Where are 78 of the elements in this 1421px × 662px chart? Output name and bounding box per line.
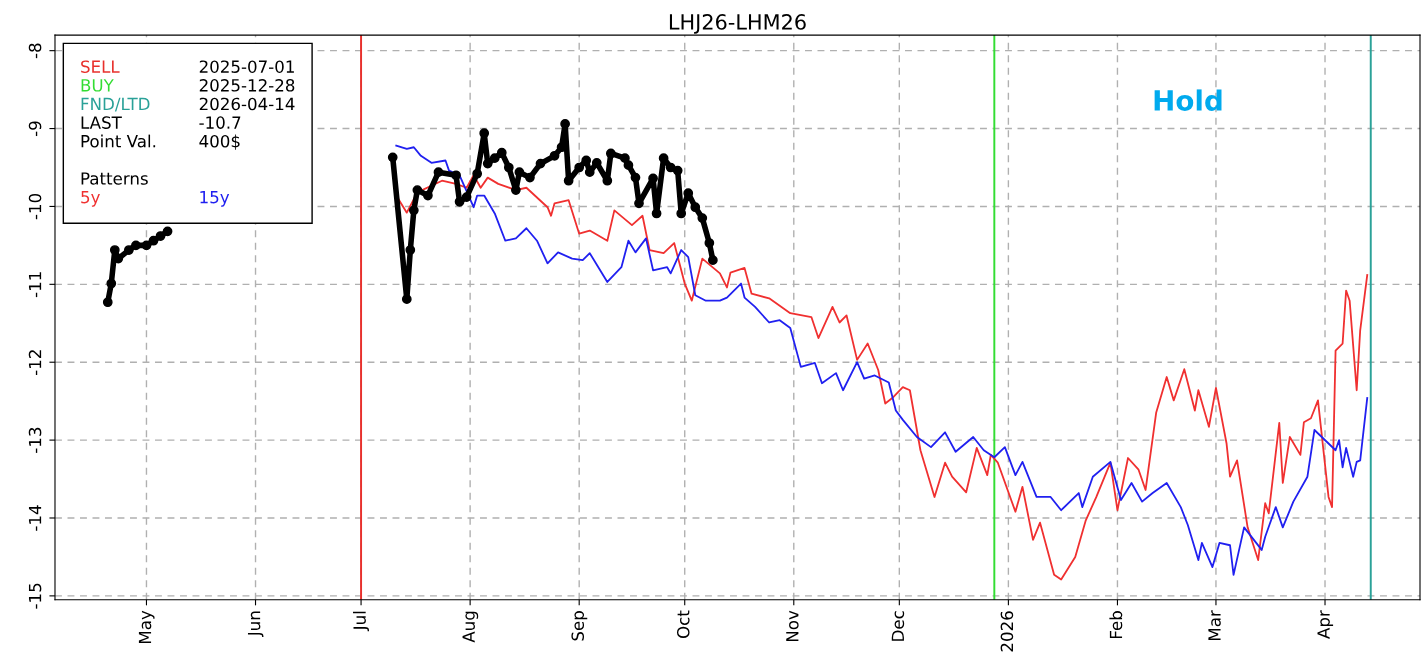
point: [605, 148, 616, 159]
annotation: 400$: [199, 134, 240, 150]
annotation: LAST: [81, 116, 122, 129]
point: [162, 226, 173, 237]
point: [472, 168, 483, 179]
point: [148, 235, 159, 246]
y-tick-label: -14: [28, 505, 42, 531]
annotation: 2026-04-14: [199, 97, 295, 111]
point: [620, 153, 630, 164]
text: 5y: [81, 191, 100, 207]
y-tick-label: -9: [28, 121, 42, 137]
point: [574, 162, 585, 173]
annotation: SELL: [81, 60, 120, 73]
point: [141, 240, 152, 251]
y-tick-label: -8: [28, 43, 42, 59]
point: [408, 205, 419, 216]
x-tick-label: Oct: [676, 610, 690, 639]
y-tick-label: -10: [28, 193, 42, 220]
point: [708, 255, 718, 266]
x-tick-label: Mar: [1208, 610, 1221, 640]
annotation: Patterns: [81, 172, 148, 185]
point: [489, 153, 500, 164]
point: [405, 245, 416, 255]
point: [109, 245, 120, 255]
point: [401, 294, 412, 304]
point: [535, 158, 546, 169]
annotation: 2025-07-01: [199, 60, 294, 73]
x-tick-label: Sep: [571, 611, 588, 641]
x-tick-label: Dec: [891, 611, 905, 641]
point: [131, 240, 141, 251]
y-tick-label: -13: [28, 427, 42, 453]
point: [676, 208, 687, 219]
annotation: -10.7: [199, 116, 241, 129]
x-tick-label: Jul: [353, 611, 369, 632]
point: [525, 172, 535, 183]
point: [697, 213, 708, 223]
point: [106, 278, 117, 289]
point: [482, 158, 493, 169]
point: [102, 297, 113, 308]
annotation: 2025-12-28: [199, 79, 295, 92]
x-tick-label: Jun: [247, 611, 264, 638]
point: [423, 190, 433, 201]
point: [623, 160, 634, 171]
annotation: Hold: [1154, 89, 1222, 111]
x-tick-label: Aug: [462, 611, 479, 643]
annotation: FND/LTD: [81, 97, 150, 112]
point: [560, 119, 570, 129]
point: [461, 192, 472, 202]
point: [634, 198, 644, 209]
y-tick-label: -15: [28, 583, 42, 609]
point: [124, 245, 134, 255]
point: [155, 231, 166, 241]
x-tick-label: Feb: [1109, 611, 1123, 639]
point: [510, 185, 521, 195]
point: [503, 162, 514, 173]
x-tick-label: 2026: [1000, 611, 1014, 652]
annotation: Point Val.: [81, 134, 156, 148]
point: [690, 202, 701, 213]
point: [451, 170, 461, 181]
point: [704, 238, 715, 248]
point: [651, 208, 662, 219]
y-tick-label: -12: [28, 350, 42, 376]
point: [602, 175, 613, 186]
point: [387, 152, 398, 163]
point: [433, 167, 444, 178]
point: [412, 185, 423, 195]
x-tick-label: Apr: [1317, 610, 1334, 639]
text: 15y: [200, 191, 230, 207]
point: [630, 172, 641, 183]
x-tick-label: Nov: [786, 610, 799, 642]
x-tick-label: May: [138, 610, 155, 644]
point: [563, 175, 574, 186]
point: [514, 167, 525, 178]
point: [549, 150, 560, 161]
chart-title: LHJ26-LHM26: [669, 14, 806, 34]
annotation: BUY: [81, 79, 114, 92]
point: [672, 165, 683, 176]
y-tick-label: -11: [28, 272, 42, 298]
